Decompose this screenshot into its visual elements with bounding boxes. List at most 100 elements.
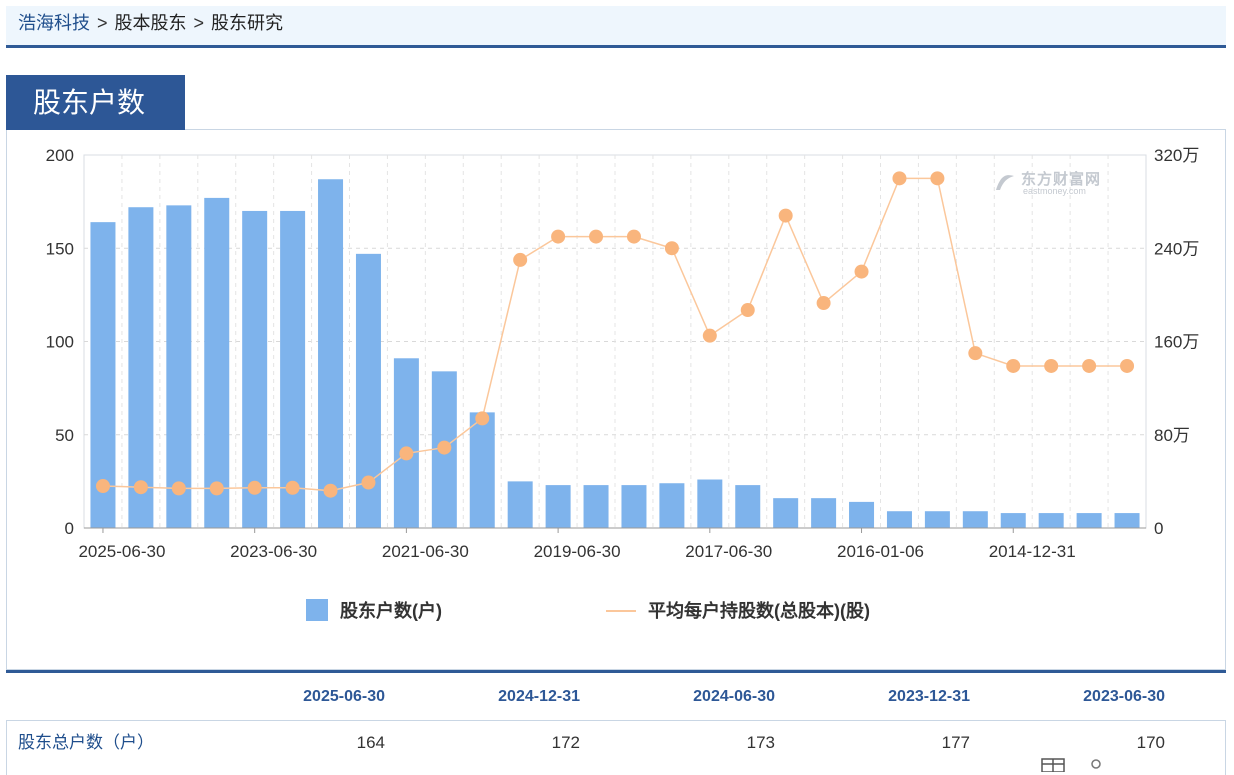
shareholder-table: 2025-06-30 2024-12-31 2024-06-30 2023-12… <box>6 670 1226 775</box>
bar <box>924 511 950 528</box>
table-toolbar[interactable] <box>1040 756 1110 773</box>
y-left-tick-label: 100 <box>46 333 74 352</box>
y-left-tick-label: 200 <box>46 146 74 165</box>
y-right-tick-label: 160万 <box>1154 333 1199 352</box>
shareholder-chart: 0 0 50 80万 100 160万 150 240万 200 320万 2025-06-30 20… <box>46 146 1200 561</box>
bar <box>204 197 230 528</box>
line-point <box>399 446 414 461</box>
x-tick-label: 2014-12-31 <box>989 542 1076 561</box>
table-header-date: 2024-12-31 <box>498 688 580 705</box>
legend-item-line[interactable]: 平均每户持股数(总股本)(股) <box>606 597 870 625</box>
x-tick-label: 2025-06-30 <box>78 542 165 561</box>
breadcrumb-separator: > <box>97 13 108 33</box>
line-point <box>95 479 110 494</box>
bar <box>659 483 685 528</box>
line-point <box>854 264 869 279</box>
y-right-tick-label: 0 <box>1154 519 1163 538</box>
table-cell: 177 <box>941 733 970 752</box>
bar <box>545 485 571 528</box>
line-point <box>209 481 224 496</box>
bar <box>280 210 306 528</box>
line-point <box>892 171 907 186</box>
line-point <box>664 241 679 256</box>
line-point <box>551 229 566 244</box>
table-header-date: 2024-06-30 <box>693 688 775 705</box>
line-point <box>133 480 148 495</box>
line-point <box>816 296 831 311</box>
bar <box>393 358 419 528</box>
y-left-tick-label: 150 <box>46 239 74 258</box>
line-point <box>361 475 376 490</box>
bar <box>886 511 912 528</box>
legend-bar-label: 股东户数(户) <box>340 601 442 621</box>
line-point <box>930 171 945 186</box>
line-point <box>778 208 793 223</box>
table-cell: 173 <box>746 733 775 752</box>
table-row: 股东总户数（户） 164 172 173 177 170 <box>6 721 1226 775</box>
breadcrumb: 浩海科技 > 股本股东 > 股东研究 <box>6 6 1226 48</box>
bar <box>962 511 988 528</box>
bar <box>773 498 799 528</box>
bar <box>621 485 647 528</box>
bar <box>128 207 154 528</box>
bar <box>90 222 116 528</box>
table-cell: 164 <box>356 733 385 752</box>
line-point <box>171 481 186 496</box>
bar <box>1114 513 1140 528</box>
line-point <box>247 480 262 495</box>
y-left-tick-label: 50 <box>55 426 74 445</box>
bar <box>1076 513 1102 528</box>
legend-line-label: 平均每户持股数(总股本)(股) <box>648 601 870 621</box>
legend-line-swatch <box>606 609 636 612</box>
table-header-date: 2023-12-31 <box>888 688 970 705</box>
line-point <box>1120 358 1135 373</box>
line-point <box>589 229 604 244</box>
bar <box>242 210 268 528</box>
bar <box>697 479 723 528</box>
grid-icon[interactable] <box>1040 756 1110 773</box>
x-tick-label: 2017-06-30 <box>685 542 772 561</box>
legend-item-bar[interactable]: 股东户数(户) <box>306 597 442 625</box>
table-cell: 172 <box>551 733 580 752</box>
section-title: 股东户数 <box>6 75 185 130</box>
line-point <box>513 252 528 267</box>
series-line <box>102 177 1128 492</box>
bar <box>166 205 192 528</box>
bar <box>811 498 837 528</box>
bar <box>507 481 533 528</box>
y-right-tick-label: 320万 <box>1154 146 1199 165</box>
breadcrumb-shareholding-link[interactable]: 股本股东 <box>114 13 187 33</box>
y-right-tick-label: 80万 <box>1154 426 1190 445</box>
bar <box>735 485 761 528</box>
line-point <box>1006 358 1021 373</box>
eastmoney-logo-icon <box>996 175 1014 190</box>
eastmoney-watermark: 东方财富网 eastmoney.com <box>993 168 1123 200</box>
legend-bar-swatch <box>306 599 328 622</box>
x-tick-label: 2023-06-30 <box>230 542 317 561</box>
line-point <box>1044 358 1059 373</box>
line-point <box>1082 358 1097 373</box>
bar <box>583 485 609 528</box>
line-point <box>475 411 490 426</box>
line-point <box>626 229 641 244</box>
line-point <box>968 346 983 361</box>
x-tick-label: 2021-06-30 <box>382 542 469 561</box>
table-row-label: 股东总户数（户） <box>18 733 154 752</box>
bar <box>1000 513 1026 528</box>
x-tick-label: 2016-01-06 <box>837 542 924 561</box>
breadcrumb-separator: > <box>193 13 205 33</box>
table-header-date: 2023-06-30 <box>1083 688 1165 705</box>
bar <box>1038 513 1064 528</box>
table-header-date: 2025-06-30 <box>303 688 385 705</box>
line-point <box>437 440 452 455</box>
watermark-cn: 东方财富网 <box>1021 171 1102 188</box>
y-right-tick-label: 240万 <box>1154 239 1199 258</box>
line-point <box>323 483 338 498</box>
watermark-en: eastmoney.com <box>1023 186 1086 196</box>
x-tick-label: 2019-06-30 <box>534 542 621 561</box>
bar <box>318 179 344 528</box>
breadcrumb-home-link[interactable]: 浩海科技 <box>18 13 90 33</box>
breadcrumb-current: 股东研究 <box>211 13 284 33</box>
line-point <box>740 303 755 318</box>
table-header-row: 2025-06-30 2024-12-31 2024-06-30 2023-12… <box>6 673 1226 721</box>
